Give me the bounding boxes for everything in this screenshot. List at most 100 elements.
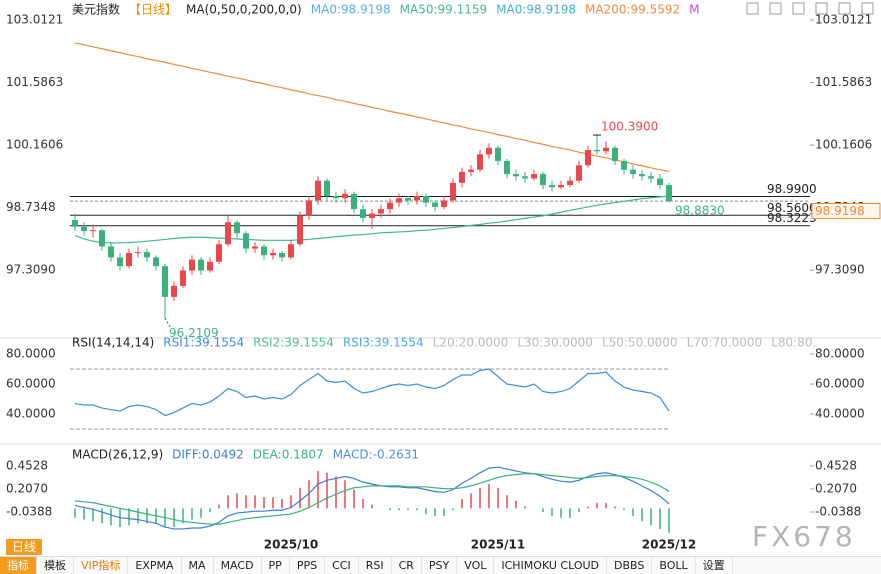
candle-body — [468, 169, 474, 172]
y-tick-label: 0.4528 — [6, 458, 48, 472]
candle-body — [261, 246, 267, 256]
icon[interactable] — [746, 2, 759, 15]
ma-line — [74, 42, 670, 173]
toolbar-tab[interactable]: RSI — [359, 557, 392, 574]
y-tick-label: -0.0388 — [6, 504, 52, 518]
toolbar-tab[interactable]: PPS — [290, 557, 326, 574]
y-tick-label: 40.0000 — [6, 407, 56, 421]
candle-body — [504, 160, 510, 175]
candle-body — [270, 253, 276, 256]
toolbar-tab[interactable]: VOL — [457, 557, 495, 574]
candle-body — [396, 198, 402, 203]
ma-line — [74, 195, 670, 244]
last-price-label: 98.8830 — [675, 204, 725, 218]
candle-body — [180, 270, 186, 286]
candle-body — [99, 230, 105, 247]
candle-body — [144, 252, 150, 258]
toolbar-tab[interactable]: 指标 — [0, 557, 37, 574]
candle-body — [603, 147, 609, 152]
chart-title: 美元指数 — [72, 2, 120, 17]
candle-body — [486, 147, 492, 155]
y-tick-label: 60.0000 — [6, 377, 56, 391]
toolbar-tab[interactable]: EXPMA — [128, 557, 182, 574]
candle-body — [135, 252, 141, 254]
icon[interactable] — [769, 2, 782, 15]
candle-body — [585, 149, 591, 166]
candle-body — [621, 160, 627, 170]
toolbar-tab[interactable]: CCI — [325, 557, 359, 574]
toolbar-tab[interactable]: CR — [392, 557, 422, 574]
toolbar-tab[interactable]: ICHIMOKU CLOUD — [494, 557, 608, 574]
candle-body — [297, 215, 303, 245]
legend-item: M — [689, 3, 699, 17]
candle-body — [342, 193, 348, 199]
icon[interactable] — [792, 2, 805, 15]
level-label: 98.5600 — [767, 201, 817, 215]
candle-body — [126, 253, 132, 267]
toolbar-tab[interactable]: VIP指标 — [74, 557, 129, 574]
candle-body — [72, 220, 78, 227]
candle-body — [198, 259, 204, 271]
candle-body — [639, 174, 645, 177]
watermark: FX678 — [752, 520, 856, 553]
y-tick-label: 0.4528 — [815, 458, 857, 472]
toolbar-tab[interactable]: MA — [182, 557, 214, 574]
low-marker — [164, 318, 172, 329]
candle-body — [630, 169, 636, 175]
toolbar-tab[interactable]: MACD — [214, 557, 262, 574]
y-tick-label: 101.5863 — [6, 75, 63, 89]
candle-body — [576, 165, 582, 181]
legend-item: L30:30.0000 — [517, 336, 593, 350]
chart: FX678 103.0121 103.0121 101.5863 101.5863 10… — [0, 2, 881, 553]
legend-item: RSI1:39.1554 — [163, 336, 244, 350]
toolbar-tab[interactable]: PSY — [422, 557, 458, 574]
candle-body — [369, 213, 375, 218]
y-tick-label: 100.1606 — [815, 138, 872, 152]
toolbar-tab[interactable]: DBBS — [607, 557, 653, 574]
toolbar-icons — [746, 2, 874, 15]
macd-line — [74, 473, 670, 525]
period-tag[interactable]: 日线 — [6, 539, 43, 555]
legend-item: MA50:99.1159 — [400, 3, 488, 17]
legend-item: L80:80. — [771, 336, 816, 350]
candle-body — [360, 209, 366, 218]
legend-item: MA0:98.9198 — [496, 3, 576, 17]
candle-body — [405, 198, 411, 201]
candle-body — [153, 257, 159, 267]
candle-body — [648, 176, 654, 179]
candle-body — [315, 180, 321, 201]
candle-body — [522, 176, 528, 179]
candle-body — [90, 230, 96, 232]
legend-item: L70:70.0000 — [687, 336, 763, 350]
x-tick-label: 2025/10 — [264, 538, 318, 552]
candle-body — [540, 174, 546, 186]
legend-item: L50:50.0000 — [602, 336, 678, 350]
candle-body — [450, 182, 456, 201]
icon[interactable] — [861, 2, 874, 15]
toolbar-tab[interactable]: PP — [262, 557, 290, 574]
candle-body — [324, 180, 330, 197]
high-label: 100.3900 — [601, 120, 658, 134]
candle-body — [225, 222, 231, 245]
candle-body — [414, 196, 420, 201]
candle-body — [279, 253, 285, 258]
x-tick-label: 2025/11 — [471, 538, 525, 552]
toolbar-tab[interactable]: 设置 — [696, 557, 733, 574]
candle-body — [108, 246, 114, 258]
toolbar: 指标 模板 VIP指标 EXPMA MA MACD PP PPS CCI RSI CR PSY VOL I… — [0, 556, 881, 574]
y-tick-label: 97.3090 — [815, 263, 865, 277]
candle-body — [432, 202, 438, 207]
toolbar-tab[interactable]: BOLL — [652, 557, 696, 574]
candle-body — [441, 200, 447, 207]
icon[interactable] — [815, 2, 828, 15]
candle-body — [459, 171, 465, 183]
candle-body — [612, 147, 618, 161]
candle-body — [81, 226, 87, 232]
icon[interactable] — [838, 2, 851, 15]
candle-body — [423, 196, 429, 203]
legend-item: RSI2:39.1554 — [253, 336, 334, 350]
indicator: MA(0,50,0,200,0,0) — [186, 3, 302, 17]
toolbar-tab[interactable]: 模板 — [37, 557, 74, 574]
ma0-tag — [811, 203, 881, 220]
